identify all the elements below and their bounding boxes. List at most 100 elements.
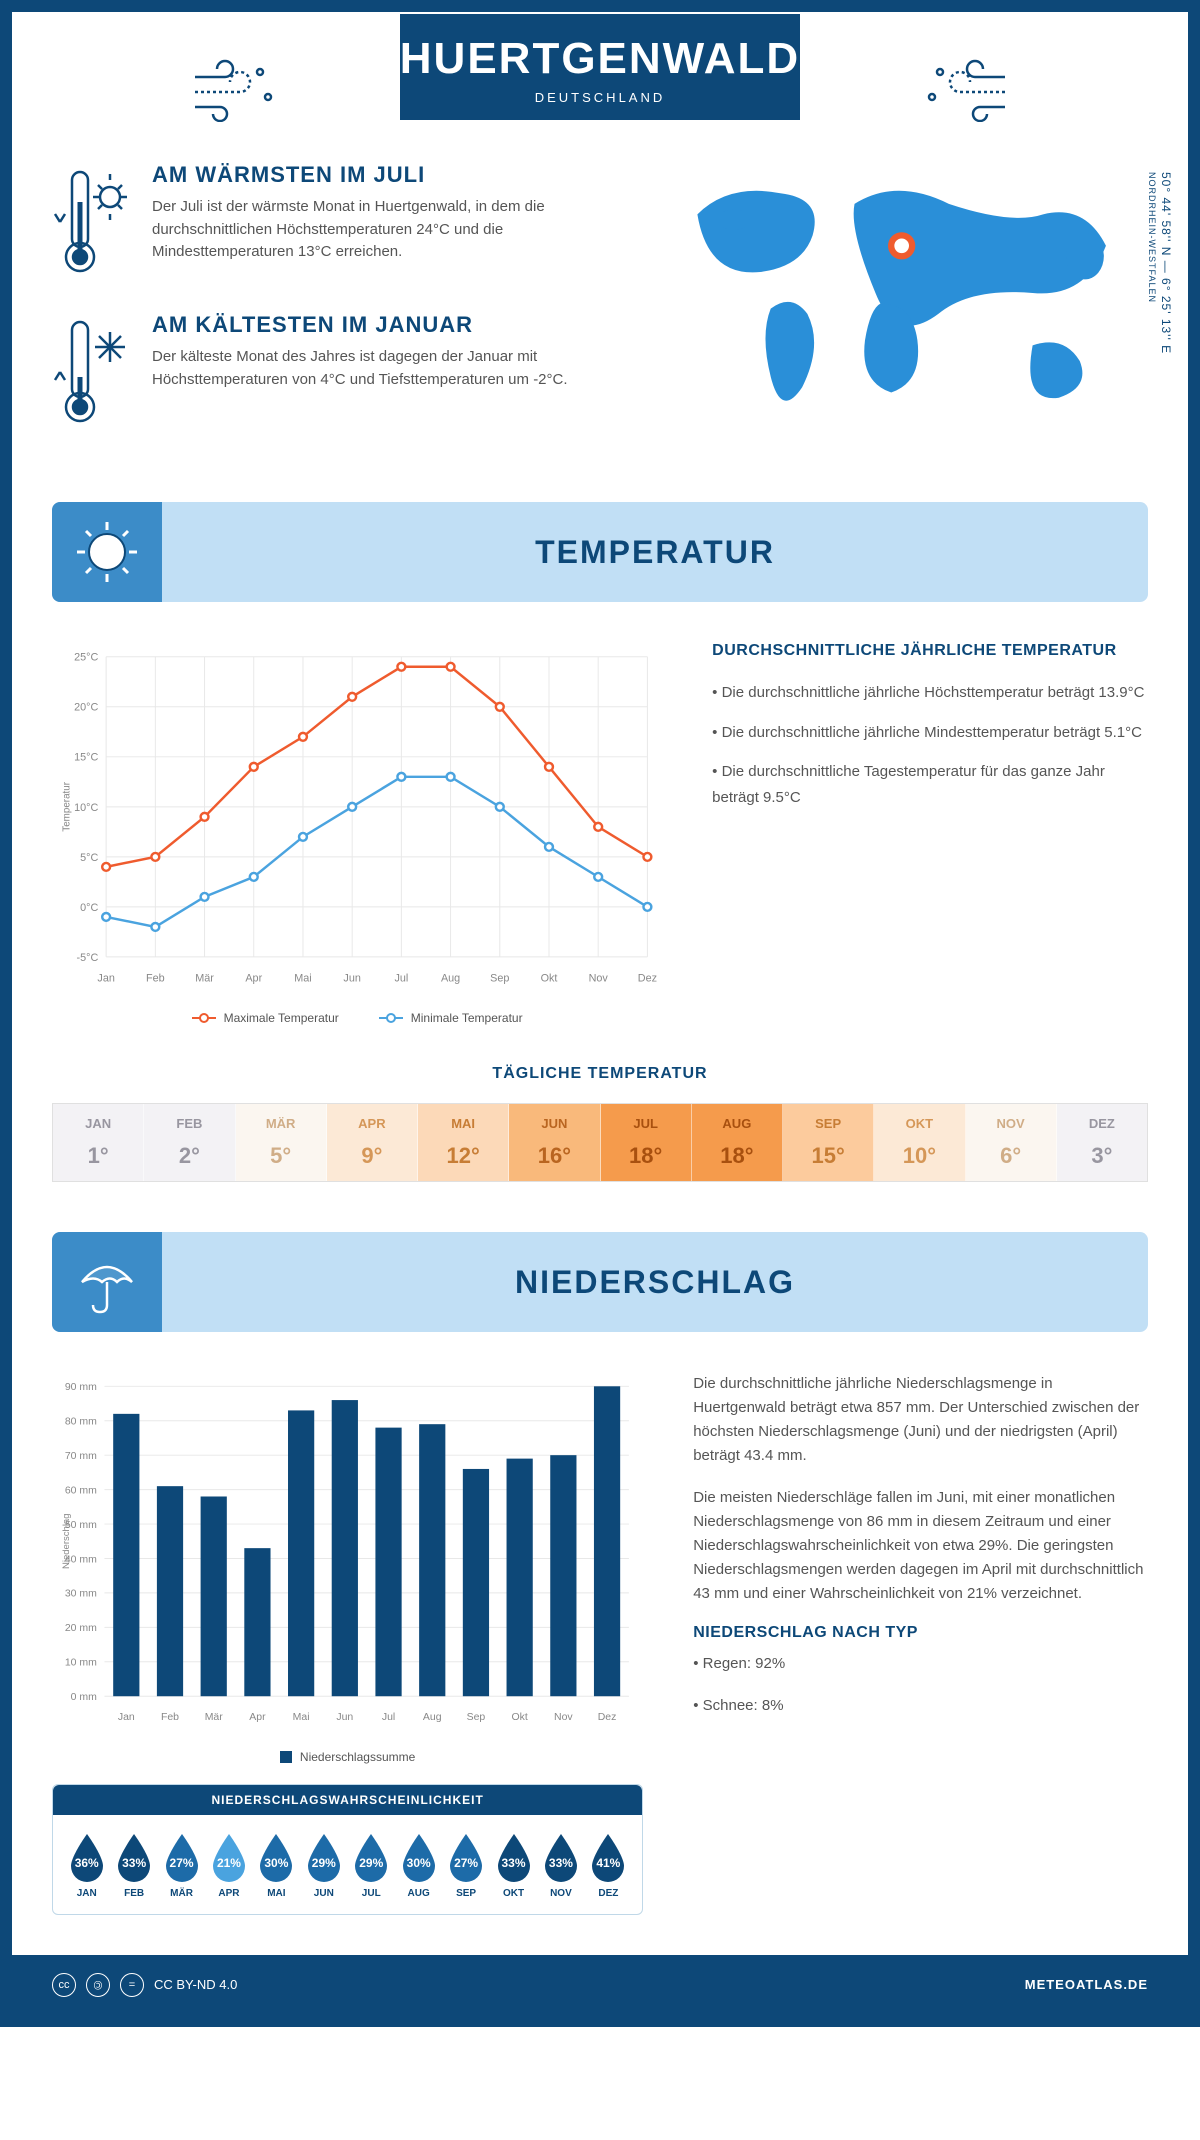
- prob-item: 29% JUN: [303, 1830, 345, 1899]
- page-title: HUERTGENWALD: [400, 34, 800, 84]
- thermometer-hot-icon: [52, 162, 132, 282]
- svg-text:25°C: 25°C: [74, 652, 98, 664]
- daily-temp-cell: JUN16°: [509, 1104, 600, 1181]
- by-icon: 🄯: [86, 1973, 110, 1997]
- prob-item: 41% DEZ: [587, 1830, 629, 1899]
- daily-temp-cell: NOV6°: [966, 1104, 1057, 1181]
- sun-icon: [72, 517, 142, 587]
- world-map: [645, 162, 1148, 434]
- coldest-fact: AM KÄLTESTEN IM JANUAR Der kälteste Mona…: [52, 312, 605, 432]
- daily-temp-grid: JAN1° FEB2° MÄR5° APR9° MAI12° JUN16° JU…: [52, 1103, 1148, 1182]
- svg-text:5°C: 5°C: [80, 852, 98, 864]
- svg-text:Jun: Jun: [343, 973, 360, 985]
- precip-section-header: NIEDERSCHLAG: [52, 1232, 1148, 1332]
- temperature-line-chart: -5°C0°C5°C10°C15°C20°C25°CJanFebMärAprMa…: [52, 642, 662, 996]
- svg-text:Jun: Jun: [336, 1712, 353, 1723]
- svg-text:Dez: Dez: [638, 973, 657, 985]
- prob-item: 36% JAN: [66, 1830, 108, 1899]
- svg-text:Aug: Aug: [441, 973, 460, 985]
- daily-temp-cell: MÄR5°: [236, 1104, 327, 1181]
- coldest-title: AM KÄLTESTEN IM JANUAR: [152, 312, 605, 338]
- probability-title: NIEDERSCHLAGSWAHRSCHEINLICHKEIT: [53, 1785, 642, 1815]
- infographic-container: HUERTGENWALD DEUTSCHLAND: [0, 0, 1200, 2027]
- precip-bar-chart: 0 mm10 mm20 mm30 mm40 mm50 mm60 mm70 mm8…: [52, 1372, 643, 1734]
- daily-temp-cell: APR9°: [327, 1104, 418, 1181]
- header: HUERTGENWALD DEUTSCHLAND: [52, 52, 1148, 122]
- svg-text:70 mm: 70 mm: [65, 1451, 97, 1462]
- daily-temp-cell: SEP15°: [783, 1104, 874, 1181]
- temp-info-title: DURCHSCHNITTLICHE JÄHRLICHE TEMPERATUR: [712, 642, 1148, 660]
- svg-text:Dez: Dez: [598, 1712, 617, 1723]
- svg-text:-5°C: -5°C: [77, 952, 99, 964]
- svg-text:Mär: Mär: [205, 1712, 224, 1723]
- prob-item: 30% AUG: [398, 1830, 440, 1899]
- svg-text:Mai: Mai: [293, 1712, 310, 1723]
- temp-info-p1: • Die durchschnittliche jährliche Höchst…: [712, 680, 1148, 706]
- cc-icon: cc: [52, 1973, 76, 1997]
- svg-text:Nov: Nov: [554, 1712, 573, 1723]
- coordinates: 50° 44' 58'' N — 6° 25' 13'' E NORDRHEIN…: [1145, 172, 1173, 354]
- svg-text:10°C: 10°C: [74, 802, 98, 814]
- precip-legend: Niederschlagssumme: [52, 1750, 643, 1764]
- precip-row: 0 mm10 mm20 mm30 mm40 mm50 mm60 mm70 mm8…: [52, 1372, 1148, 1914]
- svg-text:Jan: Jan: [97, 973, 114, 985]
- precip-type-title: NIEDERSCHLAG NACH TYP: [693, 1624, 1148, 1642]
- svg-text:Apr: Apr: [249, 1712, 266, 1723]
- prob-item: 27% SEP: [445, 1830, 487, 1899]
- svg-text:Sep: Sep: [467, 1712, 486, 1723]
- title-band: HUERTGENWALD DEUTSCHLAND: [400, 14, 800, 120]
- page-subtitle: DEUTSCHLAND: [400, 90, 800, 105]
- prob-item: 21% APR: [208, 1830, 250, 1899]
- temperature-title: TEMPERATUR: [162, 534, 1148, 571]
- svg-text:Jul: Jul: [382, 1712, 395, 1723]
- license-text: CC BY-ND 4.0: [154, 1977, 237, 1992]
- svg-text:20°C: 20°C: [74, 702, 98, 714]
- daily-temp-cell: FEB2°: [144, 1104, 235, 1181]
- prob-item: 33% NOV: [540, 1830, 582, 1899]
- daily-temp-cell: JUL18°: [601, 1104, 692, 1181]
- svg-text:Feb: Feb: [146, 973, 165, 985]
- svg-text:Nov: Nov: [589, 973, 609, 985]
- svg-text:Apr: Apr: [245, 973, 262, 985]
- temp-legend: Maximale Temperatur Minimale Temperatur: [52, 1011, 662, 1025]
- svg-text:30 mm: 30 mm: [65, 1589, 97, 1600]
- daily-temp-cell: AUG18°: [692, 1104, 783, 1181]
- daily-temp-cell: MAI12°: [418, 1104, 509, 1181]
- daily-temp-cell: DEZ3°: [1057, 1104, 1147, 1181]
- precip-p2: Die meisten Niederschläge fallen im Juni…: [693, 1486, 1148, 1606]
- svg-text:Feb: Feb: [161, 1712, 179, 1723]
- svg-text:0 mm: 0 mm: [71, 1692, 97, 1703]
- precip-type2: • Schnee: 8%: [693, 1694, 1148, 1718]
- svg-text:Okt: Okt: [512, 1712, 528, 1723]
- temperature-section-header: TEMPERATUR: [52, 502, 1148, 602]
- precip-p1: Die durchschnittliche jährliche Niedersc…: [693, 1372, 1148, 1468]
- wind-icon-right: [920, 52, 1010, 122]
- svg-text:Jan: Jan: [118, 1712, 135, 1723]
- coldest-text: Der kälteste Monat des Jahres ist dagege…: [152, 346, 605, 391]
- precip-type1: • Regen: 92%: [693, 1652, 1148, 1676]
- svg-text:Temperatur: Temperatur: [62, 781, 73, 831]
- prob-item: 29% JUL: [350, 1830, 392, 1899]
- wind-icon-left: [190, 52, 280, 122]
- svg-text:Okt: Okt: [541, 973, 558, 985]
- svg-text:Mai: Mai: [294, 973, 311, 985]
- prob-item: 33% OKT: [493, 1830, 535, 1899]
- thermometer-cold-icon: [52, 312, 132, 432]
- temperature-row: -5°C0°C5°C10°C15°C20°C25°CJanFebMärAprMa…: [52, 642, 1148, 1025]
- umbrella-icon: [72, 1247, 142, 1317]
- svg-text:80 mm: 80 mm: [65, 1417, 97, 1428]
- daily-temp-title: TÄGLICHE TEMPERATUR: [52, 1065, 1148, 1083]
- temp-info-p3: • Die durchschnittliche Tagestemperatur …: [712, 759, 1148, 810]
- svg-text:Jul: Jul: [394, 973, 408, 985]
- prob-item: 30% MAI: [255, 1830, 297, 1899]
- warmest-text: Der Juli ist der wärmste Monat in Huertg…: [152, 196, 605, 264]
- warmest-fact: AM WÄRMSTEN IM JULI Der Juli ist der wär…: [52, 162, 605, 282]
- nd-icon: =: [120, 1973, 144, 1997]
- svg-text:10 mm: 10 mm: [65, 1658, 97, 1669]
- svg-text:0°C: 0°C: [80, 902, 98, 914]
- svg-text:60 mm: 60 mm: [65, 1486, 97, 1497]
- svg-text:Aug: Aug: [423, 1712, 442, 1723]
- daily-temp-cell: JAN1°: [53, 1104, 144, 1181]
- svg-text:Niederschlag: Niederschlag: [61, 1514, 72, 1570]
- svg-text:Mär: Mär: [195, 973, 214, 985]
